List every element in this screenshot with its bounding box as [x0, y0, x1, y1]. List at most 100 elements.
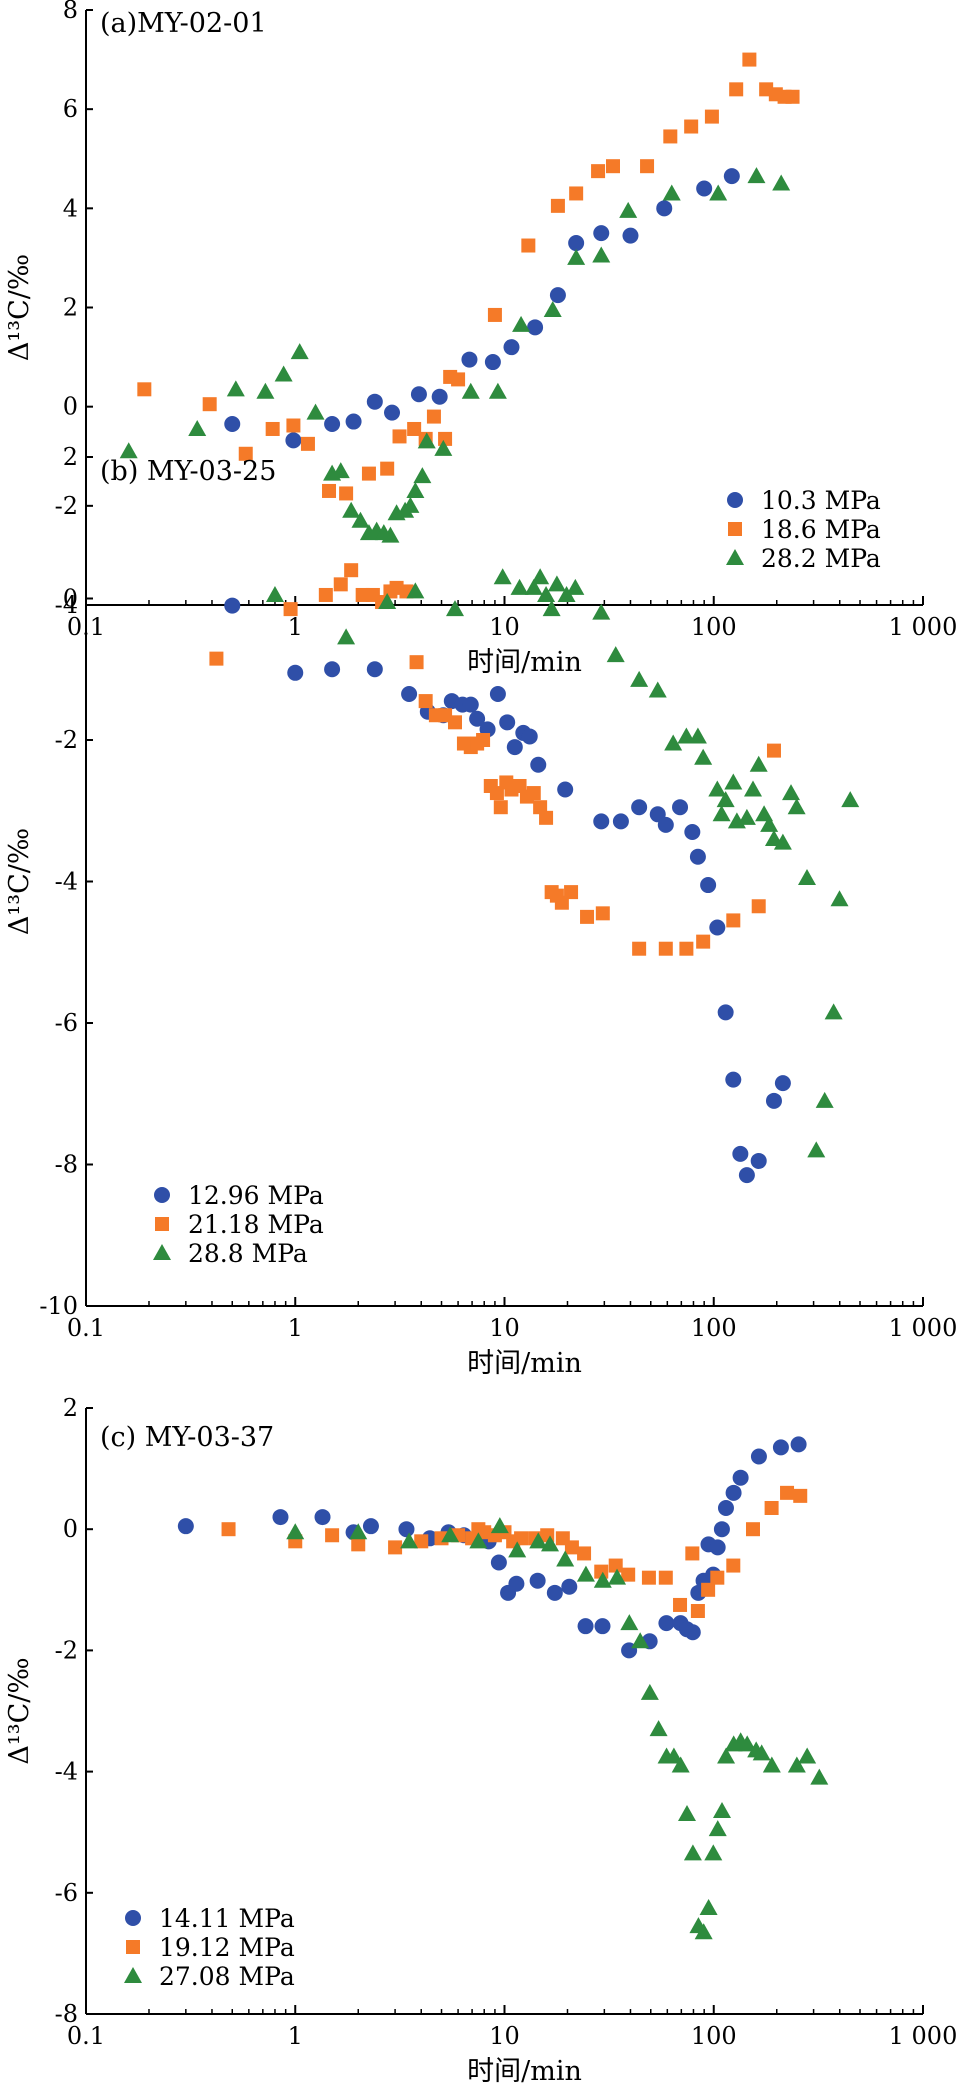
- data-point: [704, 109, 719, 124]
- x-tick-label: 10: [489, 2022, 520, 2050]
- data-point: [658, 941, 673, 956]
- legend-marker: [125, 1910, 141, 1926]
- data-point: [342, 501, 361, 518]
- data-point: [510, 578, 529, 595]
- x-tick-label: 10: [489, 1314, 520, 1342]
- legend-label: 19.12 MPa: [159, 1933, 295, 1962]
- data-point: [593, 1571, 612, 1588]
- data-point: [272, 1509, 289, 1526]
- x-tick-label: 1 000: [889, 1314, 958, 1342]
- data-point: [414, 1534, 429, 1549]
- data-point: [622, 227, 639, 244]
- data-point: [773, 833, 792, 850]
- data-point: [745, 1522, 760, 1537]
- data-point: [226, 380, 245, 397]
- data-point: [591, 164, 606, 179]
- data-point: [529, 1572, 546, 1589]
- data-point: [662, 184, 681, 201]
- data-point: [785, 89, 800, 104]
- x-tick-label: 100: [691, 2022, 737, 2050]
- y-tick-label: -8: [55, 1151, 78, 1179]
- data-point: [738, 1735, 757, 1752]
- data-point: [594, 1618, 611, 1635]
- data-point: [406, 582, 425, 599]
- data-point: [685, 1546, 700, 1561]
- y-tick-label: -2: [55, 726, 78, 754]
- data-point: [488, 382, 507, 399]
- data-point: [677, 1805, 696, 1822]
- data-point: [286, 1523, 305, 1540]
- data-point: [400, 1532, 419, 1549]
- y-tick-label: 2: [63, 443, 78, 471]
- data-point: [717, 1004, 734, 1021]
- data-point: [765, 1092, 782, 1109]
- data-point: [546, 1584, 563, 1601]
- data-point: [529, 1532, 548, 1549]
- data-point: [493, 568, 512, 585]
- data-point: [694, 1923, 713, 1940]
- data-point: [567, 248, 586, 265]
- data-point: [398, 1521, 415, 1538]
- data-point: [577, 1546, 592, 1561]
- data-point: [221, 1522, 236, 1537]
- legend-label: 28.8 MPa: [188, 1239, 308, 1268]
- data-point: [557, 585, 576, 602]
- data-point: [506, 739, 523, 756]
- data-point: [392, 429, 407, 444]
- data-point: [401, 496, 420, 513]
- data-point: [732, 1145, 749, 1162]
- data-point: [752, 1744, 771, 1761]
- data-point: [658, 1570, 673, 1585]
- data-point: [694, 748, 713, 765]
- y-tick-label: 0: [63, 585, 78, 613]
- data-point: [724, 773, 743, 790]
- legend-label: 27.08 MPa: [159, 1962, 295, 1991]
- data-point: [620, 1614, 639, 1631]
- data-point: [413, 467, 432, 484]
- data-point: [608, 1558, 623, 1573]
- data-point: [209, 651, 224, 666]
- data-point: [612, 813, 629, 830]
- data-point: [487, 307, 502, 322]
- data-point: [461, 351, 478, 368]
- data-point: [592, 246, 611, 263]
- data-point: [593, 813, 610, 830]
- data-point: [762, 1756, 781, 1773]
- data-point: [550, 198, 565, 213]
- data-point: [537, 585, 556, 602]
- data-point: [664, 1747, 683, 1764]
- data-point: [438, 431, 453, 446]
- data-point: [530, 756, 547, 773]
- data-point: [380, 461, 395, 476]
- data-point: [384, 404, 401, 421]
- data-point: [743, 780, 762, 797]
- data-point: [322, 483, 337, 498]
- data-point: [723, 168, 740, 185]
- data-point: [410, 386, 427, 403]
- data-point: [434, 439, 453, 456]
- data-point: [119, 442, 138, 459]
- data-point: [568, 235, 585, 252]
- data-point: [671, 1756, 690, 1773]
- x-axis-title: 时间/min: [467, 2056, 582, 2087]
- data-point: [337, 628, 356, 645]
- data-point: [512, 315, 531, 332]
- y-tick-label: -6: [55, 1879, 78, 1907]
- panel-title: (c) MY-03-37: [100, 1422, 274, 1453]
- data-point: [566, 578, 585, 595]
- data-point: [469, 1532, 488, 1549]
- data-point: [830, 890, 849, 907]
- data-point: [595, 906, 610, 921]
- chart-panel-b: -10 -8 -6 -4 -2 0 2 0.1 1 10 100 1 000 (b) MY-03-25 时…: [4, 443, 957, 1379]
- data-point: [265, 585, 284, 602]
- y-tick-label: -8: [55, 2000, 78, 2028]
- data-point: [431, 388, 448, 405]
- data-point: [683, 1844, 702, 1861]
- y-axis-title: Δ¹³C/‰: [4, 1657, 35, 1764]
- data-point: [447, 715, 462, 730]
- data-point: [556, 1550, 575, 1567]
- data-point: [725, 1071, 742, 1088]
- data-point: [672, 799, 689, 816]
